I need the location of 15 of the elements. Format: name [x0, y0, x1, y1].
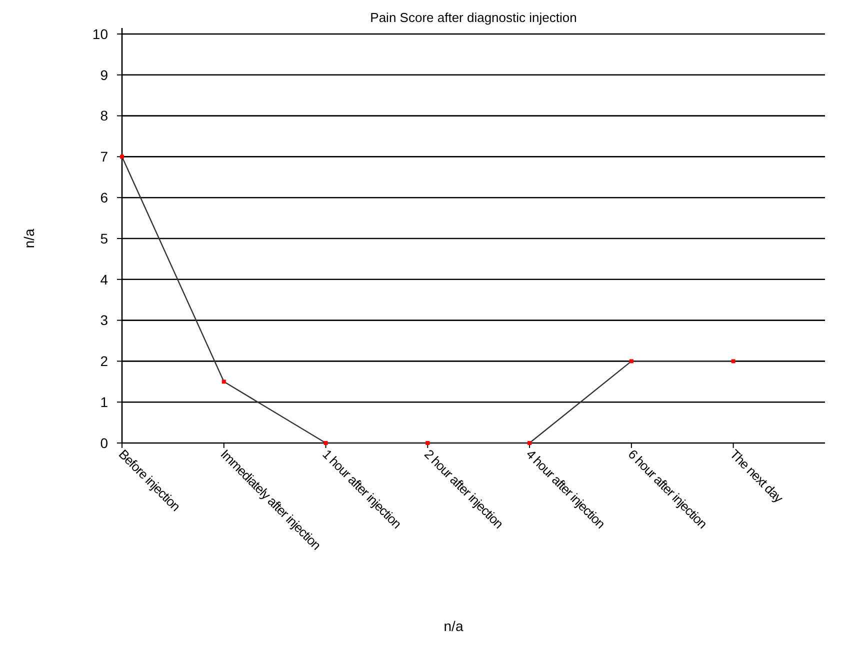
y-tick-label: 6	[100, 190, 108, 206]
chart-title: Pain Score after diagnostic injection	[370, 10, 577, 25]
y-axis-title: n/a	[21, 228, 37, 248]
y-tick-label: 0	[100, 434, 108, 451]
y-tick-label: 1	[100, 394, 108, 410]
y-tick-label: 7	[100, 148, 108, 165]
x-tick-label: The next day	[727, 446, 787, 506]
y-tick-label: 2	[100, 353, 108, 370]
y-tick-label: 8	[100, 108, 108, 124]
y-tick-label: 10	[92, 26, 108, 42]
y-tick-label: 4	[100, 271, 108, 288]
y-tick-label: 9	[100, 66, 108, 83]
x-axis-title: n/a	[444, 618, 464, 634]
y-tick-label: 3	[100, 312, 108, 328]
y-tick-label: 5	[100, 230, 108, 246]
